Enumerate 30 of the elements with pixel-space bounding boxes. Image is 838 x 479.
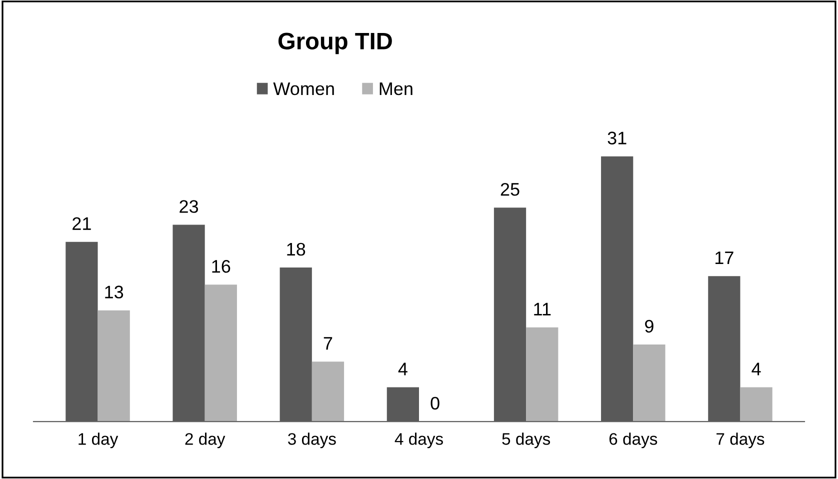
bar	[98, 310, 130, 422]
data-label: 4	[398, 362, 408, 376]
data-label: 11	[534, 302, 551, 316]
chart-title: Group TID	[278, 32, 392, 54]
data-label: 13	[105, 286, 124, 298]
data-label: 9	[645, 320, 654, 333]
x-tick-label: 5 days	[502, 432, 550, 448]
bar	[312, 362, 344, 422]
x-tick-label: 2 day	[185, 432, 226, 448]
data-label: 17	[716, 252, 734, 264]
x-tick-label: 4 days	[394, 432, 443, 448]
x-tick-label: 3 days	[288, 432, 336, 448]
data-label: 4	[752, 362, 761, 376]
data-label: 18	[287, 242, 306, 256]
data-label: 21	[72, 217, 91, 230]
x-tick-label: 7 days	[716, 432, 764, 448]
legend-label: Women	[273, 82, 334, 96]
bar	[204, 284, 237, 422]
data-label: 16	[212, 260, 230, 273]
legend-label: Men	[380, 82, 412, 96]
data-label: 25	[500, 182, 520, 196]
x-tick-label: 1 day	[78, 432, 118, 448]
x-tick-label: 6 days	[609, 432, 658, 448]
bar	[633, 344, 666, 422]
data-label: 7	[324, 337, 332, 350]
bar	[526, 327, 558, 422]
data-label: 23	[180, 200, 198, 213]
bar	[740, 387, 772, 422]
data-label: 0	[430, 396, 440, 410]
data-label: 31	[608, 132, 626, 144]
